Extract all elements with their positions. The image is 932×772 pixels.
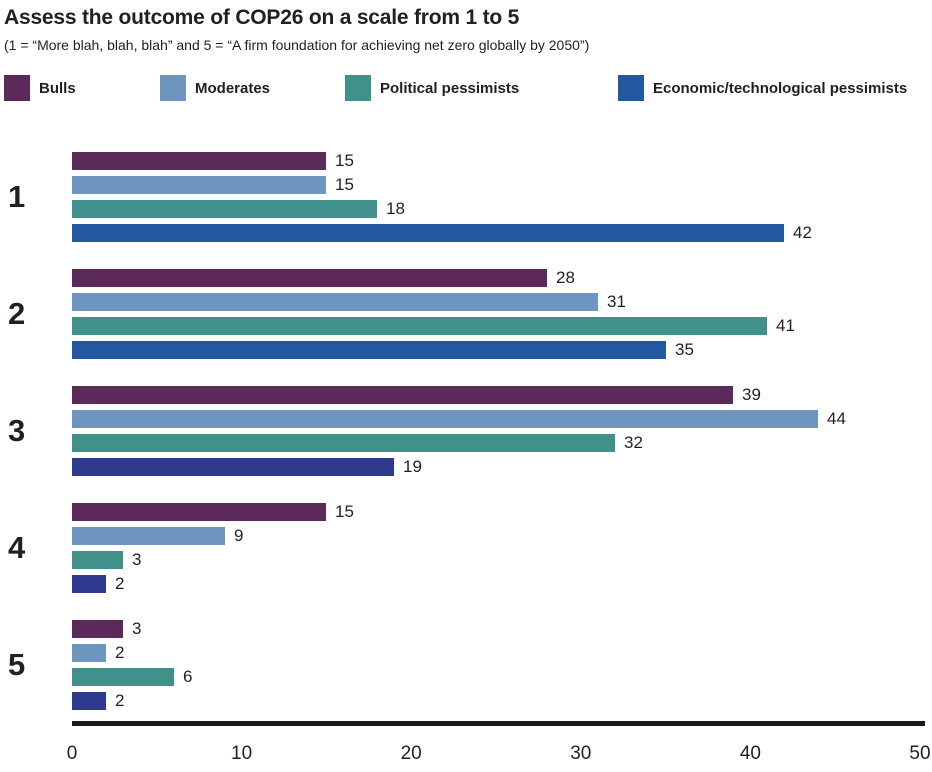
category-bars: 28 31 41 35 [72,269,795,359]
x-axis-tick-label: 50 [909,743,931,764]
bar-value-label: 19 [403,457,422,476]
category-label: 4 [8,530,26,565]
legend-swatch-political-pessimists [345,75,371,101]
bar-value-label: 3 [132,550,142,569]
bar-row: 9 [72,527,354,545]
bar-moderates [72,527,225,545]
legend-swatch-economic-pessimists [618,75,644,101]
legend-label-economic-pessimists: Economic/technological pessimists [653,79,908,97]
bar-row: 15 [72,503,354,521]
bar-moderates [72,410,818,428]
bar-row: 15 [72,176,812,194]
legend-label-moderates: Moderates [195,79,271,97]
bar-political-pessimists [72,434,615,452]
bar-value-label: 3 [132,619,142,638]
category-bars: 39 44 32 19 [72,386,846,476]
bar-political-pessimists [72,200,377,218]
bar-economic-technological-pessimists [72,692,106,710]
bar-bulls [72,503,326,521]
bar-political-pessimists [72,668,174,686]
bar-value-label: 15 [335,502,354,521]
bar-economic-technological-pessimists [72,458,394,476]
bar-row: 3 [72,551,354,569]
bar-row: 2 [72,575,354,593]
bar-moderates [72,644,106,662]
bar-row: 39 [72,386,846,404]
bar-row: 19 [72,458,846,476]
bar-value-label: 6 [183,667,193,686]
bar-value-label: 35 [675,340,694,359]
bar-row: 44 [72,410,846,428]
bar-row: 2 [72,692,192,710]
legend-item-moderates: Moderates [160,74,270,102]
x-axis-tick-label: 30 [570,743,592,764]
bar-value-label: 44 [827,409,846,428]
category-group-2: 2 28 31 41 35 [0,269,932,359]
bar-row: 6 [72,668,192,686]
x-axis-tick-label: 40 [739,743,761,764]
bar-row: 18 [72,200,812,218]
bar-row: 3 [72,620,192,638]
bar-row: 2 [72,644,192,662]
category-group-4: 4 15 9 3 2 [0,503,932,593]
bar-value-label: 32 [624,433,643,452]
category-bars: 15 9 3 2 [72,503,354,593]
category-bars: 15 15 18 42 [72,152,812,242]
bar-economic-technological-pessimists [72,224,784,242]
legend-item-bulls: Bulls [4,74,76,102]
bar-row: 28 [72,269,795,287]
bar-value-label: 2 [115,574,125,593]
bar-value-label: 2 [115,643,125,662]
bar-bulls [72,620,123,638]
bar-value-label: 18 [386,199,405,218]
category-label: 1 [8,179,26,214]
legend-swatch-moderates [160,75,186,101]
bar-chart-plot-area: 1 15 15 18 42 2 28 31 41 35 3 39 44 32 19 4 15 9 3 2 5 3 2 6 2 [0,152,932,737]
category-group-1: 1 15 15 18 42 [0,152,932,242]
legend-item-economic-pessimists: Economic/technological pessimists [618,74,907,102]
x-axis-tick-label: 20 [400,743,422,764]
bar-moderates [72,293,598,311]
bar-row: 31 [72,293,795,311]
bar-economic-technological-pessimists [72,575,106,593]
bar-political-pessimists [72,551,123,569]
x-axis-ticks: 0 10 20 30 40 50 [0,743,932,767]
bar-moderates [72,176,326,194]
bar-value-label: 31 [607,292,626,311]
bar-value-label: 9 [234,526,244,545]
bar-value-label: 28 [556,268,575,287]
chart-subtitle: (1 = “More blah, blah, blah” and 5 = “A … [4,37,590,53]
x-axis-tick-label: 10 [231,743,253,764]
bar-bulls [72,152,326,170]
chart-title: Assess the outcome of COP26 on a scale f… [4,6,520,29]
bar-value-label: 42 [793,223,812,242]
bar-value-label: 15 [335,175,354,194]
bar-bulls [72,386,733,404]
category-group-3: 3 39 44 32 19 [0,386,932,476]
category-label: 5 [8,647,26,682]
bar-value-label: 2 [115,691,125,710]
legend-label-political-pessimists: Political pessimists [380,79,520,97]
category-label: 3 [8,413,26,448]
bar-row: 35 [72,341,795,359]
category-label: 2 [8,296,26,331]
bar-value-label: 41 [776,316,795,335]
bar-row: 42 [72,224,812,242]
x-axis-tick-label: 0 [66,743,78,764]
bar-value-label: 15 [335,151,354,170]
legend-swatch-bulls [4,75,30,101]
bar-row: 32 [72,434,846,452]
bar-row: 41 [72,317,795,335]
legend-label-bulls: Bulls [39,79,76,97]
bar-row: 15 [72,152,812,170]
bar-bulls [72,269,547,287]
bar-value-label: 39 [742,385,761,404]
x-axis-line [72,721,925,726]
legend-item-political-pessimists: Political pessimists [345,74,519,102]
bar-economic-technological-pessimists [72,341,666,359]
bar-political-pessimists [72,317,767,335]
